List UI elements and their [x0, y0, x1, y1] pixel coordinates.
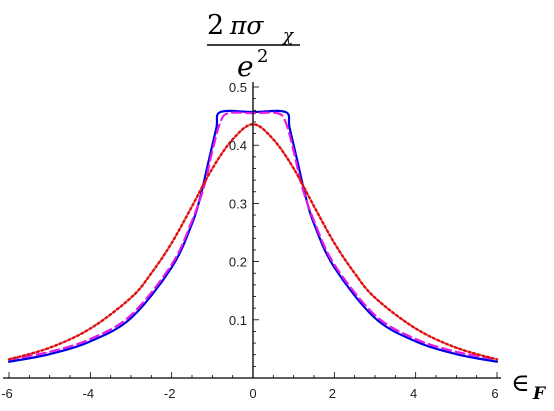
x-tick-label: -2 — [164, 386, 176, 401]
xlabel-subscript: F — [532, 384, 547, 404]
y-tick-label: 0.3 — [229, 196, 247, 211]
y-tick-label: 0.2 — [229, 255, 247, 270]
x-axis-label: ∈ F — [511, 368, 547, 404]
x-tick-label: 4 — [410, 386, 417, 401]
ylabel-numerator-subscript: χ — [282, 26, 295, 46]
x-tick-label: -6 — [1, 386, 13, 401]
x-tick-label: 0 — [249, 386, 256, 401]
y-tick-label: 0.4 — [229, 138, 247, 153]
ticks-group: -6 -4 -2 0 2 4 6 0.1 0.2 0.3 0.4 0.5 — [1, 80, 498, 401]
ylabel-numerator-number: 2 — [207, 10, 224, 41]
y-tick-label: 0.1 — [229, 313, 247, 328]
ylabel-numerator-symbol: πσ — [229, 11, 264, 40]
axes-group — [3, 82, 501, 379]
x-tick-label: -4 — [83, 386, 95, 401]
y-tick-label: 0.5 — [229, 80, 247, 95]
x-tick-label: 6 — [491, 386, 498, 401]
ylabel-denominator-exponent: 2 — [257, 46, 268, 67]
xlabel-symbol: ∈ — [511, 368, 530, 397]
x-tick-label: 2 — [329, 386, 336, 401]
y-axis-label: 2 πσ χ e 2 — [207, 10, 300, 83]
ylabel-denominator-base: e — [237, 50, 254, 83]
